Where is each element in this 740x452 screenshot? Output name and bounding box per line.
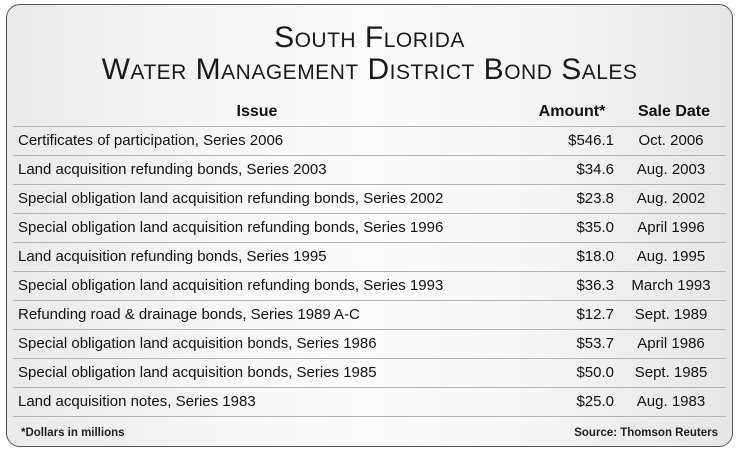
table-row: Refunding road & drainage bonds, Series …: [13, 301, 726, 330]
cell-amount: $23.8: [576, 190, 614, 207]
cell-issue: Land acquisition refunding bonds, Series…: [18, 248, 327, 265]
table-row: Special obligation land acquisition refu…: [13, 185, 726, 214]
cell-sale-date: Aug. 2003: [636, 161, 706, 178]
cell-issue: Special obligation land acquisition bond…: [18, 335, 377, 352]
cell-sale-date: Oct. 2006: [638, 132, 704, 149]
table-title-line2: Water Management District Bond Sales: [101, 53, 638, 86]
cell-amount: $546.1: [568, 132, 614, 149]
column-header-amount: Amount*: [538, 103, 606, 120]
column-header-issue: Issue: [236, 103, 278, 120]
table-body: Certificates of participation, Series 20…: [13, 126, 726, 417]
cell-issue: Certificates of participation, Series 20…: [18, 132, 284, 149]
cell-sale-date: April 1986: [637, 335, 705, 352]
table-row: Special obligation land acquisition bond…: [13, 330, 726, 359]
table-row: Land acquisition notes, Series 1983 $25.0…: [13, 388, 726, 417]
cell-amount: $50.0: [576, 364, 614, 381]
cell-amount: $35.0: [576, 219, 614, 236]
cell-amount: $25.0: [576, 393, 614, 410]
footnote: *Dollars in millions: [21, 427, 125, 439]
cell-sale-date: Aug. 1983: [636, 393, 706, 410]
table-row: Special obligation land acquisition bond…: [13, 359, 726, 388]
source-note: Source: Thomson Reuters: [574, 427, 718, 439]
cell-sale-date: Sept. 1985: [634, 364, 708, 381]
cell-issue: Special obligation land acquisition refu…: [18, 190, 444, 207]
cell-sale-date: Aug. 2002: [636, 190, 706, 207]
cell-sale-date: April 1996: [637, 219, 705, 236]
cell-amount: $34.6: [576, 161, 614, 178]
cell-issue: Land acquisition notes, Series 1983: [18, 393, 256, 410]
table-title-line1: South Florida: [274, 21, 465, 54]
cell-amount: $18.0: [576, 248, 614, 265]
cell-amount: $36.3: [576, 277, 614, 294]
table-row: Certificates of participation, Series 20…: [13, 127, 726, 156]
cell-issue: Special obligation land acquisition bond…: [18, 364, 377, 381]
cell-issue: Refunding road & drainage bonds, Series …: [18, 306, 360, 323]
column-header-sale-date: Sale Date: [637, 103, 711, 120]
cell-issue: Special obligation land acquisition refu…: [18, 277, 444, 294]
table-row: Special obligation land acquisition refu…: [13, 214, 726, 243]
cell-amount: $12.7: [576, 306, 614, 323]
cell-issue: Land acquisition refunding bonds, Series…: [18, 161, 327, 178]
cell-amount: $53.7: [576, 335, 614, 352]
cell-issue: Special obligation land acquisition refu…: [18, 219, 444, 236]
table-row: Special obligation land acquisition refu…: [13, 272, 726, 301]
cell-sale-date: Sept. 1989: [634, 306, 708, 323]
bond-sales-table-card: South Florida Water Management District …: [6, 4, 733, 447]
table-row: Land acquisition refunding bonds, Series…: [13, 156, 726, 185]
table-row: Land acquisition refunding bonds, Series…: [13, 243, 726, 272]
cell-sale-date: March 1993: [631, 277, 711, 294]
cell-sale-date: Aug. 1995: [636, 248, 706, 265]
